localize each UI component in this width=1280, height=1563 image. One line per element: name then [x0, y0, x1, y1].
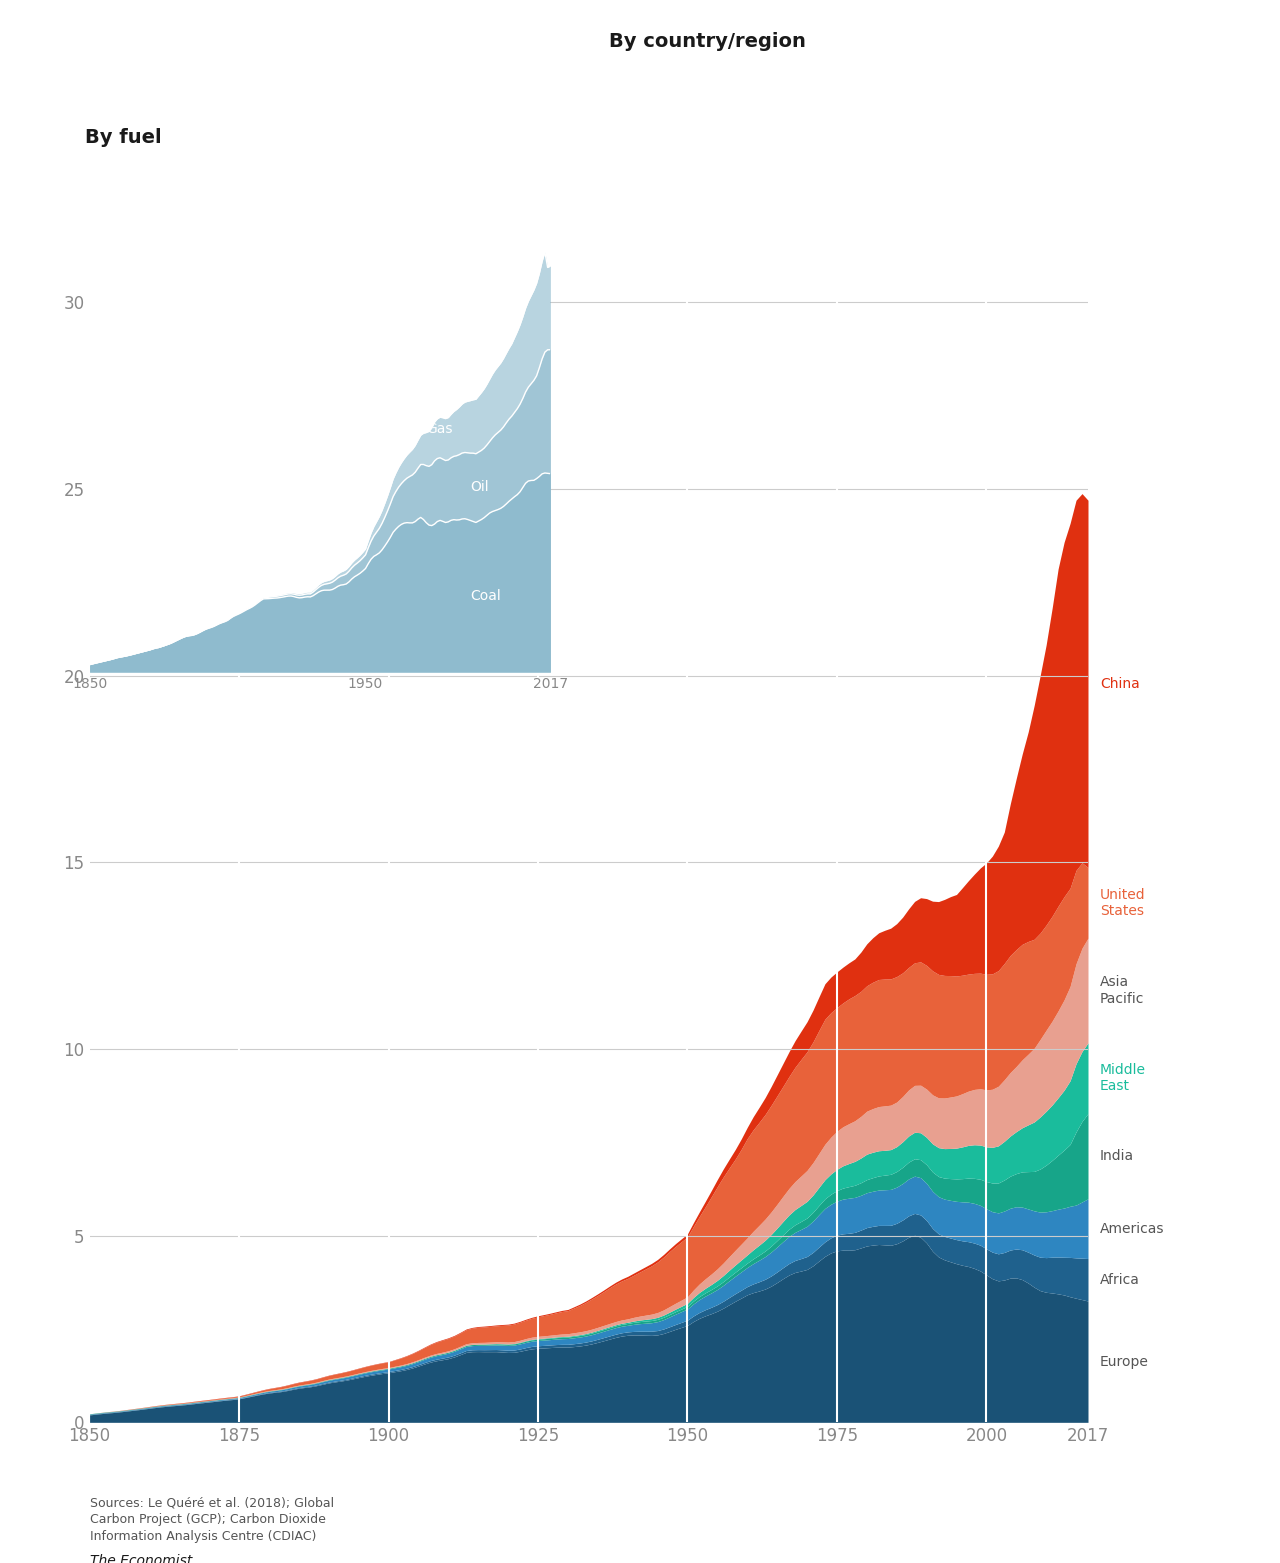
Text: Coal: Coal [470, 589, 502, 603]
Text: Americas: Americas [1100, 1222, 1165, 1236]
Text: Sources: Le Quéré et al. (2018); Global
Carbon Project (GCP); Carbon Dioxide
Inf: Sources: Le Quéré et al. (2018); Global … [90, 1496, 334, 1543]
Text: Asia
Pacific: Asia Pacific [1100, 975, 1144, 1005]
Text: Europe: Europe [1100, 1355, 1149, 1369]
Text: China: China [1100, 677, 1139, 691]
Text: By country/region: By country/region [609, 33, 805, 52]
Text: India: India [1100, 1149, 1134, 1163]
Text: Oil: Oil [470, 480, 489, 494]
Text: The Economist: The Economist [90, 1554, 192, 1563]
Text: Middle
East: Middle East [1100, 1063, 1146, 1093]
Text: Africa: Africa [1100, 1272, 1139, 1286]
Text: Gas: Gas [426, 422, 453, 436]
Text: By fuel: By fuel [84, 128, 161, 147]
Text: United
States: United States [1100, 888, 1146, 917]
